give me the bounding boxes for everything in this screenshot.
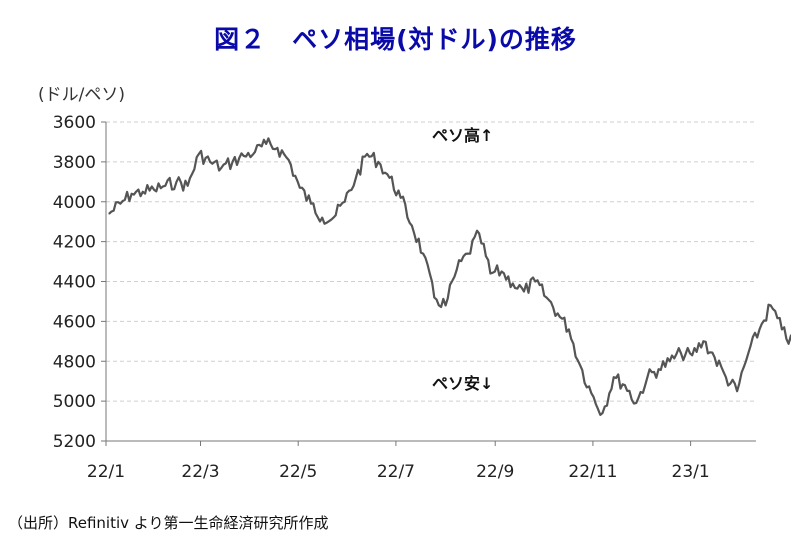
x-tick-label: 23/1	[672, 462, 710, 482]
x-tick-label: 22/11	[568, 462, 617, 482]
data-point	[624, 384, 626, 386]
data-point	[646, 376, 649, 379]
data-point	[287, 159, 290, 161]
data-point	[332, 216, 335, 219]
data-point	[668, 360, 671, 363]
x-tick-label: 22/3	[181, 462, 219, 482]
data-point	[444, 304, 447, 307]
data-point	[119, 202, 122, 205]
data-point	[590, 392, 593, 394]
annotation-peso-weak: ペソ安↓	[432, 374, 493, 393]
data-point	[254, 151, 256, 153]
data-point	[164, 185, 167, 187]
data-point	[142, 190, 144, 193]
data-point	[680, 352, 682, 355]
data-point	[657, 368, 660, 371]
data-point	[242, 155, 245, 157]
data-point	[612, 376, 615, 379]
data-point	[355, 177, 357, 179]
data-point	[422, 252, 424, 255]
data-point	[265, 143, 267, 145]
data-point	[299, 186, 301, 189]
y-tick-label: 3800	[53, 153, 96, 173]
chart-title: 図２ ペソ相場(対ドル)の推移	[214, 25, 577, 54]
y-axis-ticks: 3600 3800 4000 4200 4400 4600 4800 5000 5200	[53, 113, 96, 452]
y-tick-label: 4600	[53, 312, 96, 332]
data-point	[343, 200, 346, 203]
data-point	[467, 252, 469, 255]
axes	[101, 121, 756, 446]
data-point	[512, 282, 514, 285]
data-point	[523, 290, 525, 293]
data-point	[411, 224, 413, 227]
y-tick-label: 4000	[53, 193, 96, 213]
data-point	[579, 364, 581, 367]
data-point	[175, 181, 178, 183]
x-tick-label: 22/5	[279, 462, 317, 482]
data-point	[713, 356, 716, 359]
data-point	[366, 153, 368, 155]
data-point	[455, 268, 458, 271]
x-axis-ticks: 22/1 22/3 22/5 22/7 22/9 22/11 23/1	[87, 462, 710, 482]
data-point	[377, 161, 380, 163]
y-tick-label: 4400	[53, 273, 96, 293]
data-point	[545, 296, 548, 299]
data-point	[725, 376, 727, 379]
data-point	[388, 177, 391, 179]
data-point	[433, 296, 436, 299]
data-point	[209, 161, 211, 163]
data-point	[568, 328, 570, 331]
data-point	[635, 402, 637, 404]
data-point	[108, 212, 111, 215]
x-tick-label: 22/1	[87, 462, 125, 482]
data-point	[198, 153, 200, 155]
data-point	[130, 192, 133, 195]
data-point	[691, 354, 694, 357]
data-point	[220, 167, 223, 169]
data-point	[534, 280, 537, 283]
y-tick-label: 5000	[53, 392, 96, 412]
x-tick-label: 22/7	[377, 462, 415, 482]
y-tick-label: 4200	[53, 233, 96, 253]
data-point	[500, 270, 503, 273]
y-tick-label: 5200	[53, 432, 96, 452]
data-point	[781, 328, 783, 331]
data-point	[399, 196, 402, 199]
source-note: （出所）Refinitiv より第一生命経済研究所作成	[8, 514, 329, 532]
data-point	[153, 188, 155, 191]
series-group	[108, 137, 791, 416]
x-tick-label: 22/9	[476, 462, 514, 482]
data-point	[769, 304, 772, 307]
data-point	[556, 312, 559, 315]
data-point	[489, 272, 492, 275]
data-point	[736, 390, 738, 392]
data-point	[478, 232, 480, 235]
data-point	[310, 202, 312, 205]
data-point	[321, 216, 324, 219]
y-tick-label: 3600	[53, 113, 96, 133]
data-point	[702, 340, 705, 343]
data-point	[747, 352, 750, 355]
y-tick-label: 4800	[53, 352, 96, 372]
data-point	[276, 147, 279, 149]
data-point	[231, 161, 234, 163]
data-point	[758, 328, 761, 331]
annotation-peso-strong: ペソ高↑	[432, 126, 493, 145]
data-point	[186, 185, 189, 187]
grid	[106, 161, 756, 402]
y-axis-unit-label: (ドル/ペソ)	[38, 85, 125, 105]
data-point	[601, 412, 604, 414]
